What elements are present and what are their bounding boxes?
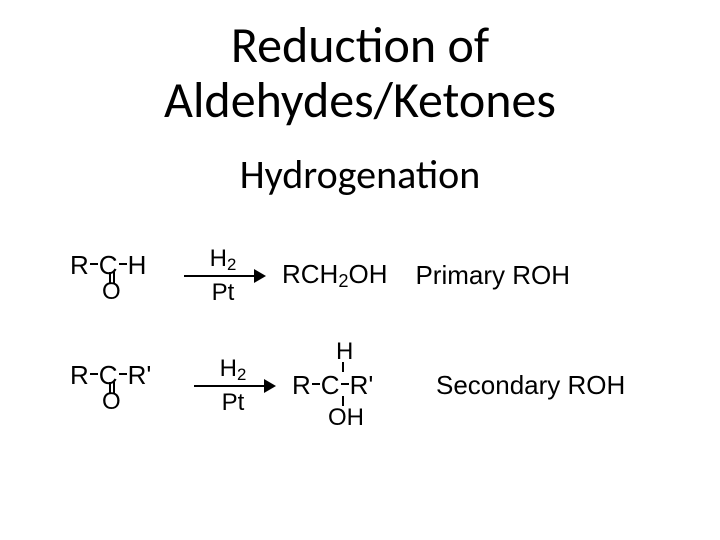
bond-dash-icon <box>90 263 98 265</box>
product-post: OH <box>348 259 387 289</box>
atom-H: H <box>128 250 147 280</box>
atom-O: O <box>102 278 121 306</box>
slide: Reduction of Aldehydes/Ketones Hydrogena… <box>0 0 720 540</box>
bond-dash-icon <box>90 373 98 375</box>
arrow-line-icon <box>184 275 256 277</box>
reaction-row-ketone: RCR' O H2 Pt H RCR' OH <box>70 350 670 420</box>
ketone-structure: RCR' O <box>70 360 166 410</box>
product-pre: RCH <box>282 259 338 289</box>
bond-dash-icon <box>119 263 127 265</box>
reaction-arrow: H2 Pt <box>178 245 268 305</box>
reagent-sub: 2 <box>227 255 236 274</box>
reagent-H: H <box>220 355 237 382</box>
reaction-arrow: H2 Pt <box>188 355 278 415</box>
arrow-line-icon <box>194 385 266 387</box>
secalc-mid-line: RC R' <box>292 370 373 401</box>
product-classification: Primary ROH <box>415 260 570 291</box>
bond-dash-icon <box>312 383 320 385</box>
group-OH: OH <box>328 404 364 432</box>
aldehyde-structure: RCH O <box>70 250 156 300</box>
slide-title: Reduction of Aldehydes/Ketones <box>0 18 720 128</box>
atom-C: C <box>321 370 340 400</box>
reaction-row-aldehyde: RCH O H2 Pt RCH2OH Primary ROH <box>70 245 670 305</box>
group-R-prime: R' <box>350 370 374 400</box>
reactions-area: RCH O H2 Pt RCH2OH Primary ROH <box>70 245 670 465</box>
group-R: R <box>70 360 89 390</box>
slide-subtitle: Hydrogenation <box>0 150 720 199</box>
group-R: R <box>292 370 311 400</box>
secondary-alcohol-structure: H RCR' OH <box>292 346 402 420</box>
bond-dash-icon <box>119 373 127 375</box>
reagent-H: H <box>210 245 227 272</box>
title-line-2: Aldehydes/Ketones <box>164 70 556 131</box>
atom-H-top: H <box>336 338 353 366</box>
catalyst-label: Pt <box>178 279 268 307</box>
atom-O: O <box>102 388 121 416</box>
product-classification: Secondary ROH <box>436 370 625 401</box>
title-line-1: Reduction of <box>231 15 489 76</box>
reagent-sub: 2 <box>237 365 246 384</box>
group-R: R <box>70 250 89 280</box>
group-R-prime: R' <box>128 360 152 390</box>
catalyst-label: Pt <box>188 389 278 417</box>
primary-alcohol-product: RCH2OH <box>282 259 387 292</box>
product-sub: 2 <box>338 271 348 291</box>
bond-dash-icon <box>341 383 349 385</box>
